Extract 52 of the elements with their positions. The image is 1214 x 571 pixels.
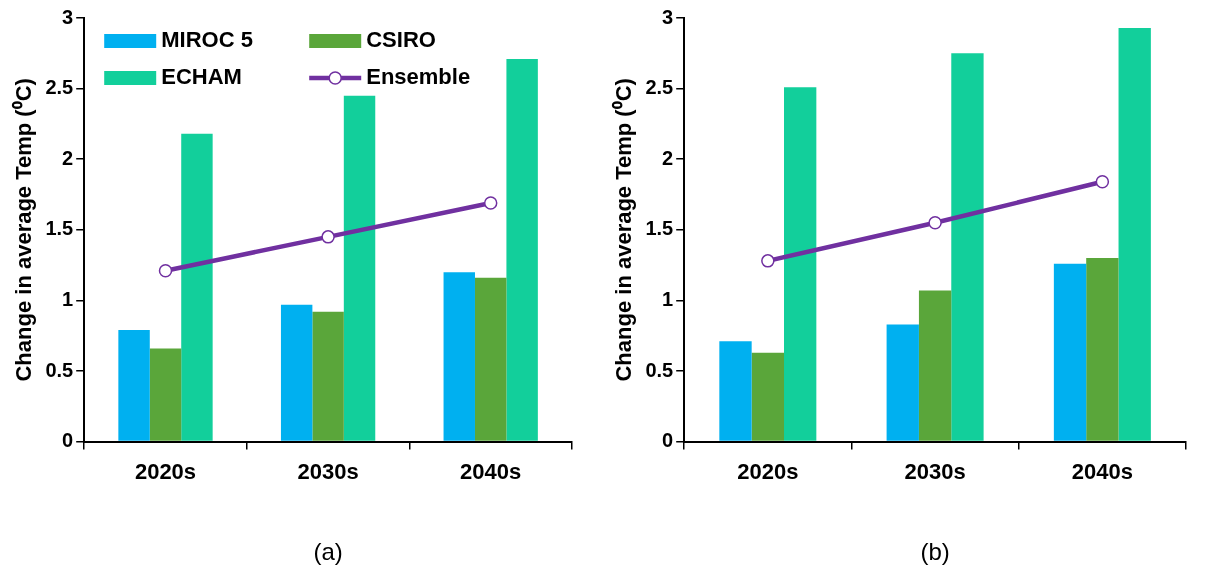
bar [118,330,150,441]
legend-label: MIROC 5 [161,27,253,53]
legend-label: CSIRO [366,27,436,53]
y-tick-label: 3 [662,5,674,28]
x-tick-label: 2020s [134,458,197,484]
bar [719,341,752,441]
bar [443,272,475,441]
bar [149,348,182,441]
bar [1086,258,1119,441]
bar [751,352,785,441]
text: (b) [920,538,950,565]
y-tick-label: 1 [62,287,74,310]
y-tick-label: 3 [62,5,74,28]
bar [784,87,817,441]
bar [343,95,376,441]
bar [280,304,313,441]
point [1095,175,1110,189]
y-axis-title: Change in average Temp (⁰C) [611,78,637,382]
x-tick-label: 2020s [737,458,799,484]
bar [951,53,984,441]
bar [181,133,213,441]
point [321,230,335,244]
bar [474,277,507,441]
x-tick-label: 2030s [297,458,359,484]
bar [886,324,919,441]
y-axis-title: Change in average Temp (⁰C) [11,78,37,382]
y-tick-label: 1.5 [45,217,74,240]
bar [918,290,952,441]
bar [1118,27,1151,441]
point [928,215,942,230]
y-tick-label: 0.5 [45,358,74,381]
text: (a) [313,538,343,565]
x-tick-label: 2030s [904,458,966,484]
point [158,264,173,278]
point [483,196,498,210]
bar [1053,263,1087,441]
legend-label: ECHAM [161,64,242,90]
y-tick-label: 0 [62,429,74,452]
y-tick-label: 0.5 [645,358,674,381]
y-tick-label: 2 [62,146,74,169]
bar [506,58,538,441]
y-tick-label: 2.5 [45,76,74,99]
x-tick-label: 2040s [460,458,522,484]
point [761,254,775,268]
bar [312,311,344,441]
y-tick-label: 0 [662,429,674,452]
y-tick-label: 1 [662,287,674,310]
y-tick-label: 2 [662,146,674,169]
y-tick-label: 1.5 [645,217,674,240]
legend-label: Ensemble [366,64,471,90]
x-tick-label: 2040s [1071,458,1133,484]
y-tick-label: 2.5 [645,76,674,99]
